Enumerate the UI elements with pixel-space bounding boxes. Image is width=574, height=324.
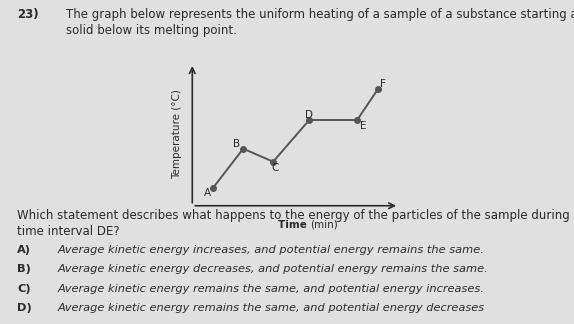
Text: 23): 23): [17, 8, 39, 21]
Text: B): B): [17, 264, 31, 274]
Text: D): D): [17, 303, 32, 313]
Text: The graph below represents the uniform heating of a sample of a substance starti: The graph below represents the uniform h…: [66, 8, 574, 21]
Text: F: F: [379, 79, 385, 89]
Text: Which statement describes what happens to the energy of the particles of the sam: Which statement describes what happens t…: [17, 209, 570, 222]
Text: C: C: [272, 163, 279, 173]
Text: C): C): [17, 284, 31, 294]
Text: Average kinetic energy remains the same, and potential energy increases.: Average kinetic energy remains the same,…: [57, 284, 484, 294]
Text: Time: Time: [278, 220, 311, 230]
Text: Temperature (°C): Temperature (°C): [172, 89, 183, 179]
Text: solid below its melting point.: solid below its melting point.: [66, 24, 237, 37]
Text: B: B: [233, 139, 240, 149]
Text: (min): (min): [311, 220, 338, 230]
Text: time interval DE?: time interval DE?: [17, 225, 120, 238]
Text: A: A: [204, 188, 211, 198]
Text: Average kinetic energy decreases, and potential energy remains the same.: Average kinetic energy decreases, and po…: [57, 264, 488, 274]
Text: E: E: [360, 121, 367, 131]
Text: D: D: [305, 110, 313, 120]
Text: A): A): [17, 245, 31, 255]
Text: Average kinetic energy remains the same, and potential energy decreases: Average kinetic energy remains the same,…: [57, 303, 484, 313]
Text: Average kinetic energy increases, and potential energy remains the same.: Average kinetic energy increases, and po…: [57, 245, 484, 255]
